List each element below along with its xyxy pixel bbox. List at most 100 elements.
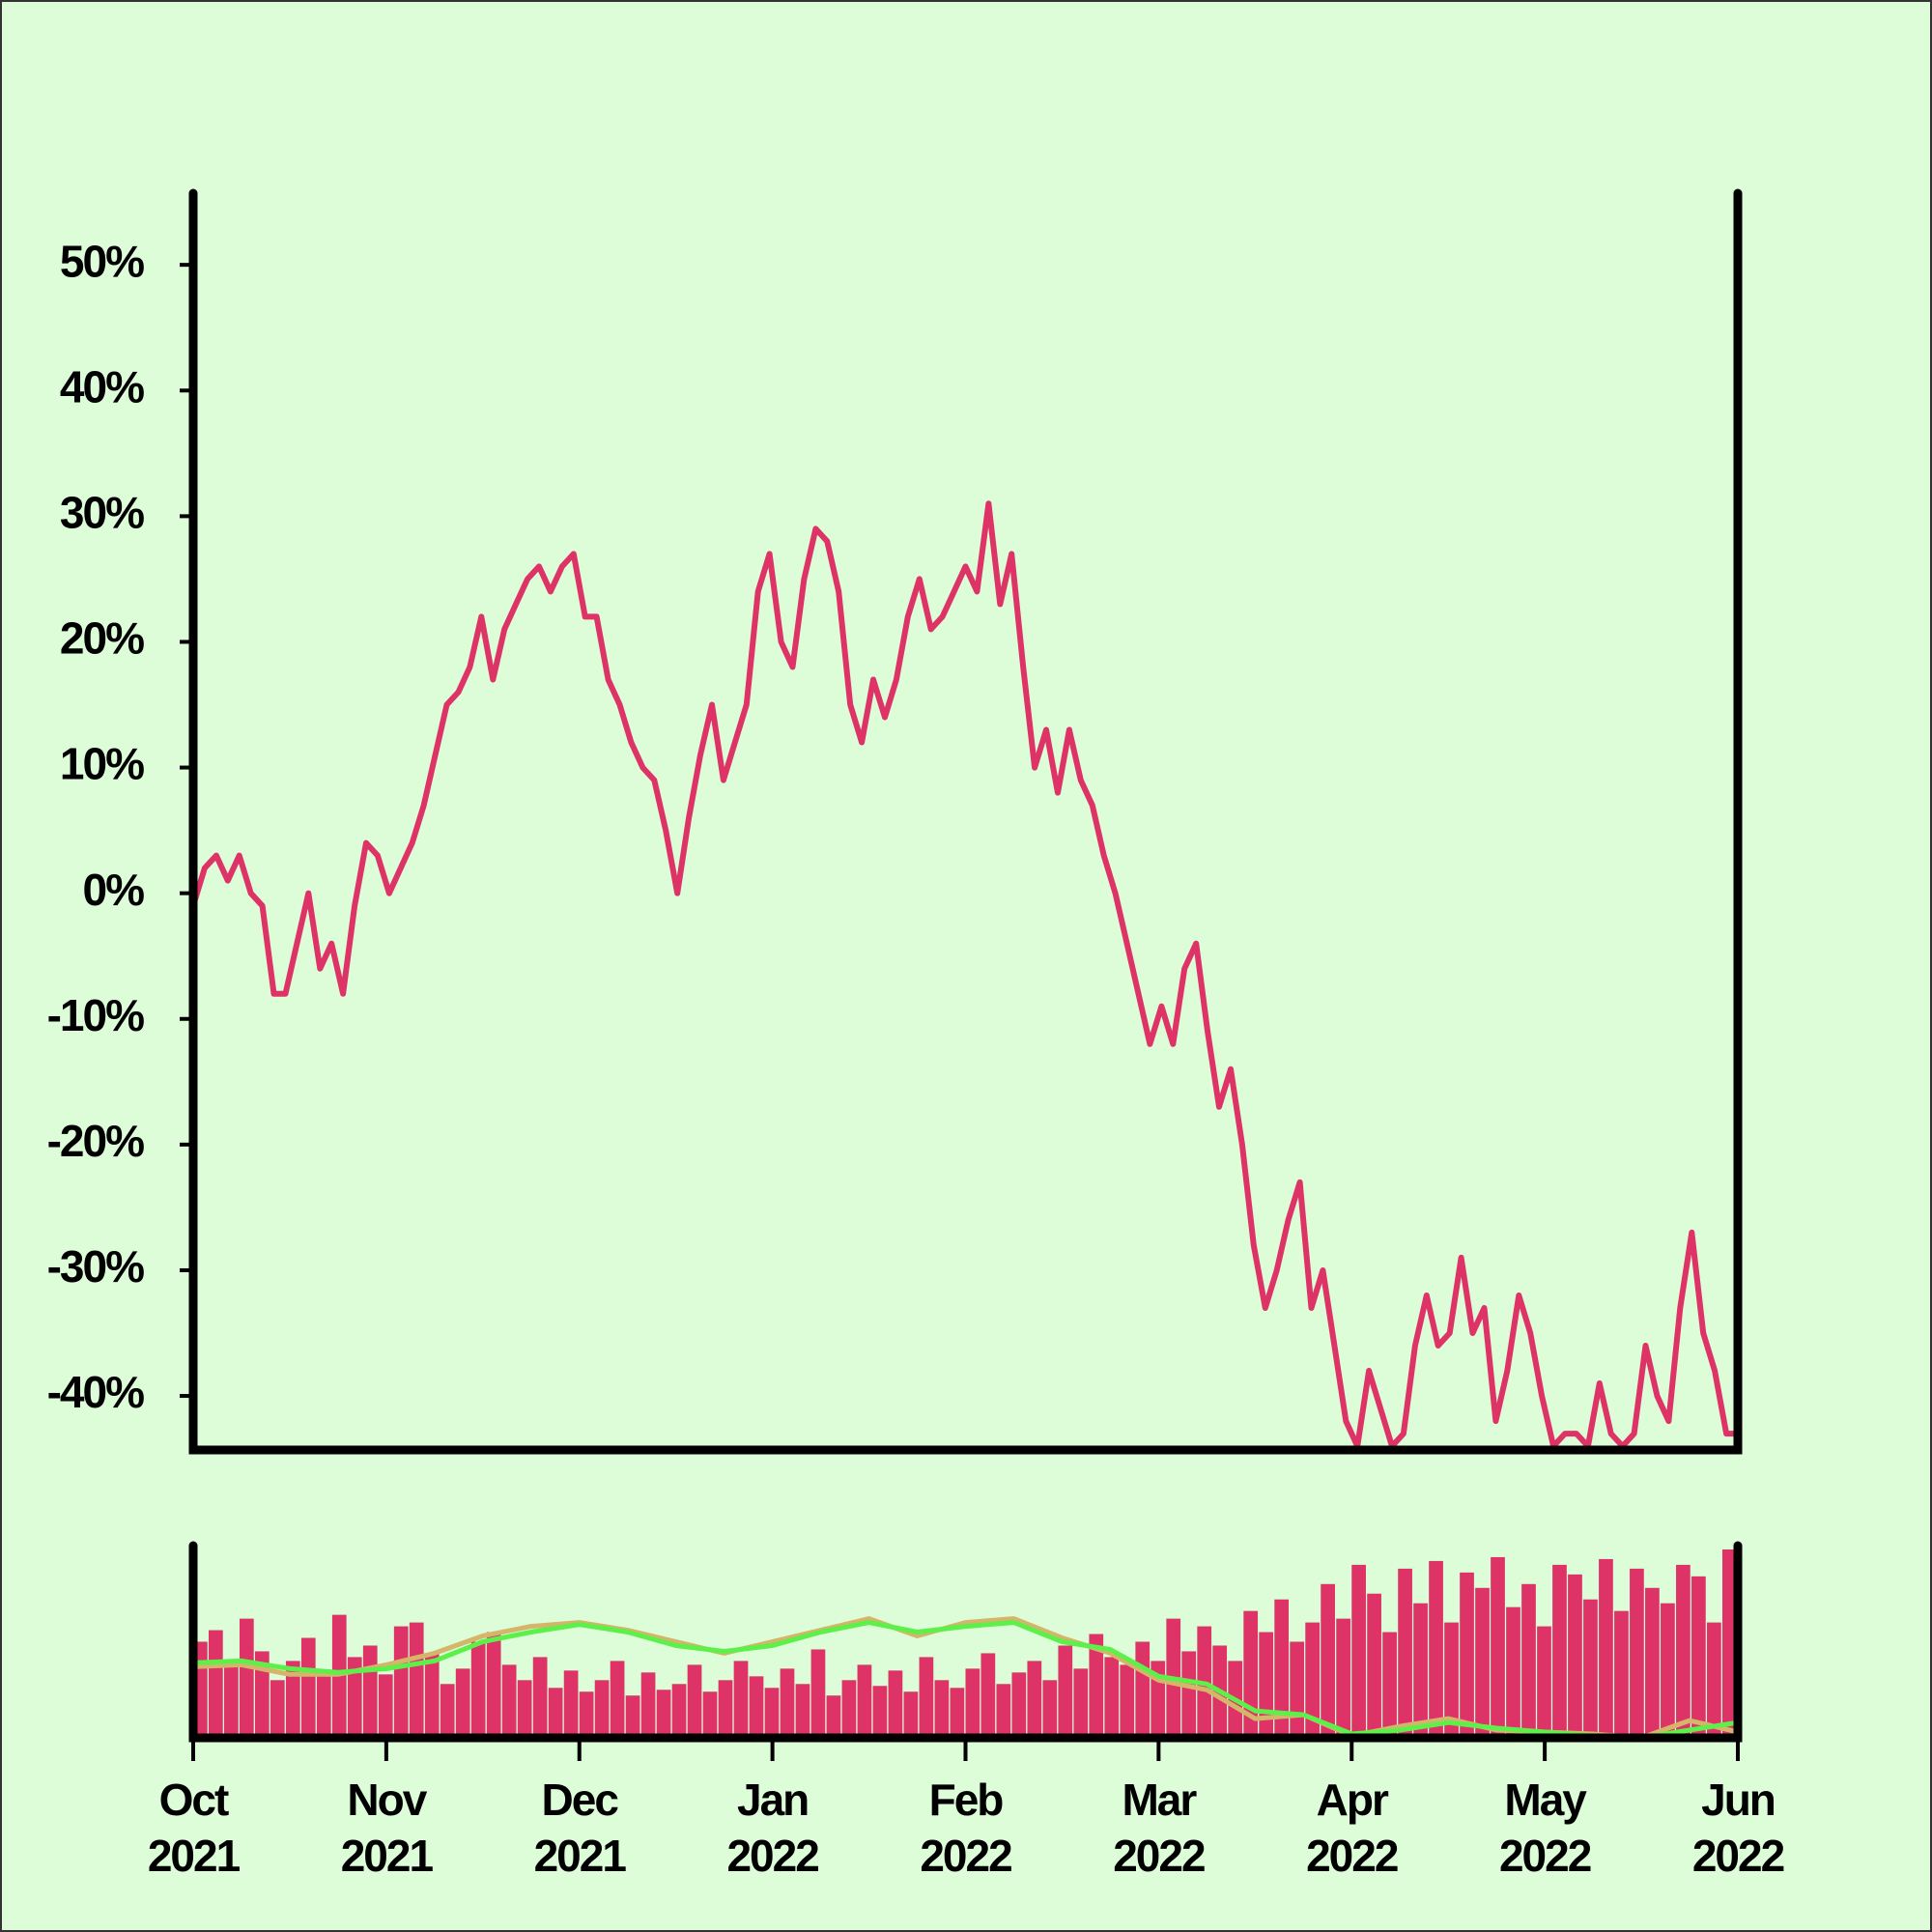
volume-bar [208,1630,223,1738]
volume-bar [300,1637,316,1738]
volume-bar [1630,1568,1644,1738]
x-tick-label-line: Oct [159,1775,229,1825]
volume-bar [1382,1632,1397,1738]
volume-bar [1614,1610,1629,1738]
volume-bar [470,1641,486,1738]
volume-bar [1336,1618,1350,1738]
volume-bar [640,1672,656,1738]
volume-bar [687,1664,702,1738]
x-tick-label: Apr 2022 [1306,1775,1398,1881]
x-tick-label-line: 2021 [341,1831,434,1881]
volume-bar [625,1695,640,1738]
x-tick-label-line: 2022 [1692,1831,1784,1881]
y-tick-label: 30% [60,488,144,538]
volume-bar [362,1645,378,1738]
volume-bar [579,1691,594,1738]
volume-bar [996,1684,1011,1738]
volume-bar [1429,1560,1443,1738]
volume-bar [285,1661,300,1738]
x-tick-label-line: Dec [542,1775,619,1825]
volume-bar [594,1680,610,1738]
y-tick-label: 0% [83,865,145,915]
x-tick-label-line: 2022 [1306,1831,1398,1881]
volume-bar [501,1664,517,1738]
volume-bar [532,1657,548,1738]
volume-bar [1599,1558,1613,1738]
y-tick-label: -20% [47,1116,144,1166]
x-tick-label-line: Jun [1701,1775,1775,1825]
volume-bar [1011,1672,1027,1738]
price-line [190,500,1738,1450]
volume-bar [1120,1664,1135,1738]
volume-bar [1274,1599,1290,1738]
volume-bar [1568,1574,1582,1738]
volume-bar [378,1674,393,1738]
volume-bar [563,1670,579,1738]
volume-bar [223,1664,239,1738]
x-tick-label: Jan 2022 [726,1775,818,1881]
axes-frame [188,1541,1743,1743]
x-tick-label: Jun 2022 [1692,1775,1784,1881]
volume-bar [239,1618,254,1738]
volume-bar [810,1649,826,1738]
x-tick-label-line: 2021 [148,1831,241,1881]
volume-bar [1089,1634,1104,1738]
volume-bar [780,1668,795,1738]
y-tick-label: 10% [60,739,144,789]
volume-bar [764,1688,780,1738]
volume-bar [1135,1641,1151,1738]
volume-bar [1583,1599,1598,1738]
volume-bar [795,1684,810,1738]
y-tick-label: -10% [47,990,144,1040]
volume-bar [1661,1603,1675,1738]
x-tick-label: Feb 2022 [920,1775,1011,1881]
x-tick-label-line: 2022 [920,1831,1011,1881]
y-tick-label: 50% [60,236,144,286]
x-tick-label-line: May [1504,1775,1587,1825]
x-tick-label-line: 2022 [726,1831,818,1881]
volume-bar [1475,1587,1490,1738]
x-tick-label-line: Mar [1122,1775,1197,1825]
volume-bar [1367,1593,1381,1738]
volume-bar [1722,1548,1737,1738]
volume-bar [1321,1583,1335,1738]
volume-bar [965,1668,980,1738]
volume-bar [1398,1568,1412,1738]
x-tick-label: Oct 2021 [148,1775,241,1881]
x-tick-label: Mar 2022 [1113,1775,1205,1881]
volume-bar [440,1684,455,1738]
y-tick-label: -30% [47,1241,144,1292]
volume-bar [1491,1556,1505,1738]
volume-bar [1506,1606,1520,1738]
volume-bar [872,1686,888,1738]
volume-bar [1181,1651,1197,1738]
volume-bar [903,1691,919,1738]
volume-bar [486,1632,501,1738]
volume-bar [1351,1564,1366,1738]
volume-bar [1707,1622,1721,1738]
volume-bar [733,1661,749,1738]
volume-bar [393,1626,409,1738]
axes-frame [188,188,1743,1455]
volume-bar [409,1622,424,1738]
volume-bar [1073,1668,1089,1738]
y-tick-label: -40% [47,1367,144,1417]
volume-bar [1305,1622,1320,1738]
x-tick-label-line: 2021 [534,1831,627,1881]
volume-bar [1042,1680,1058,1738]
volume-bar [718,1680,733,1738]
volume-bar [702,1691,718,1738]
volume-bar [517,1680,532,1738]
volume-bar [610,1661,625,1738]
volume-bar [857,1664,872,1738]
volume-bar [749,1676,764,1738]
volume-bar [934,1680,950,1738]
x-tick-label: Dec 2021 [534,1775,627,1881]
x-tick-label-line: 2022 [1113,1831,1205,1881]
volume-bar [1259,1632,1274,1738]
volume-bar [919,1657,934,1738]
volume-bar [888,1670,903,1738]
volume-bar [1413,1603,1428,1738]
